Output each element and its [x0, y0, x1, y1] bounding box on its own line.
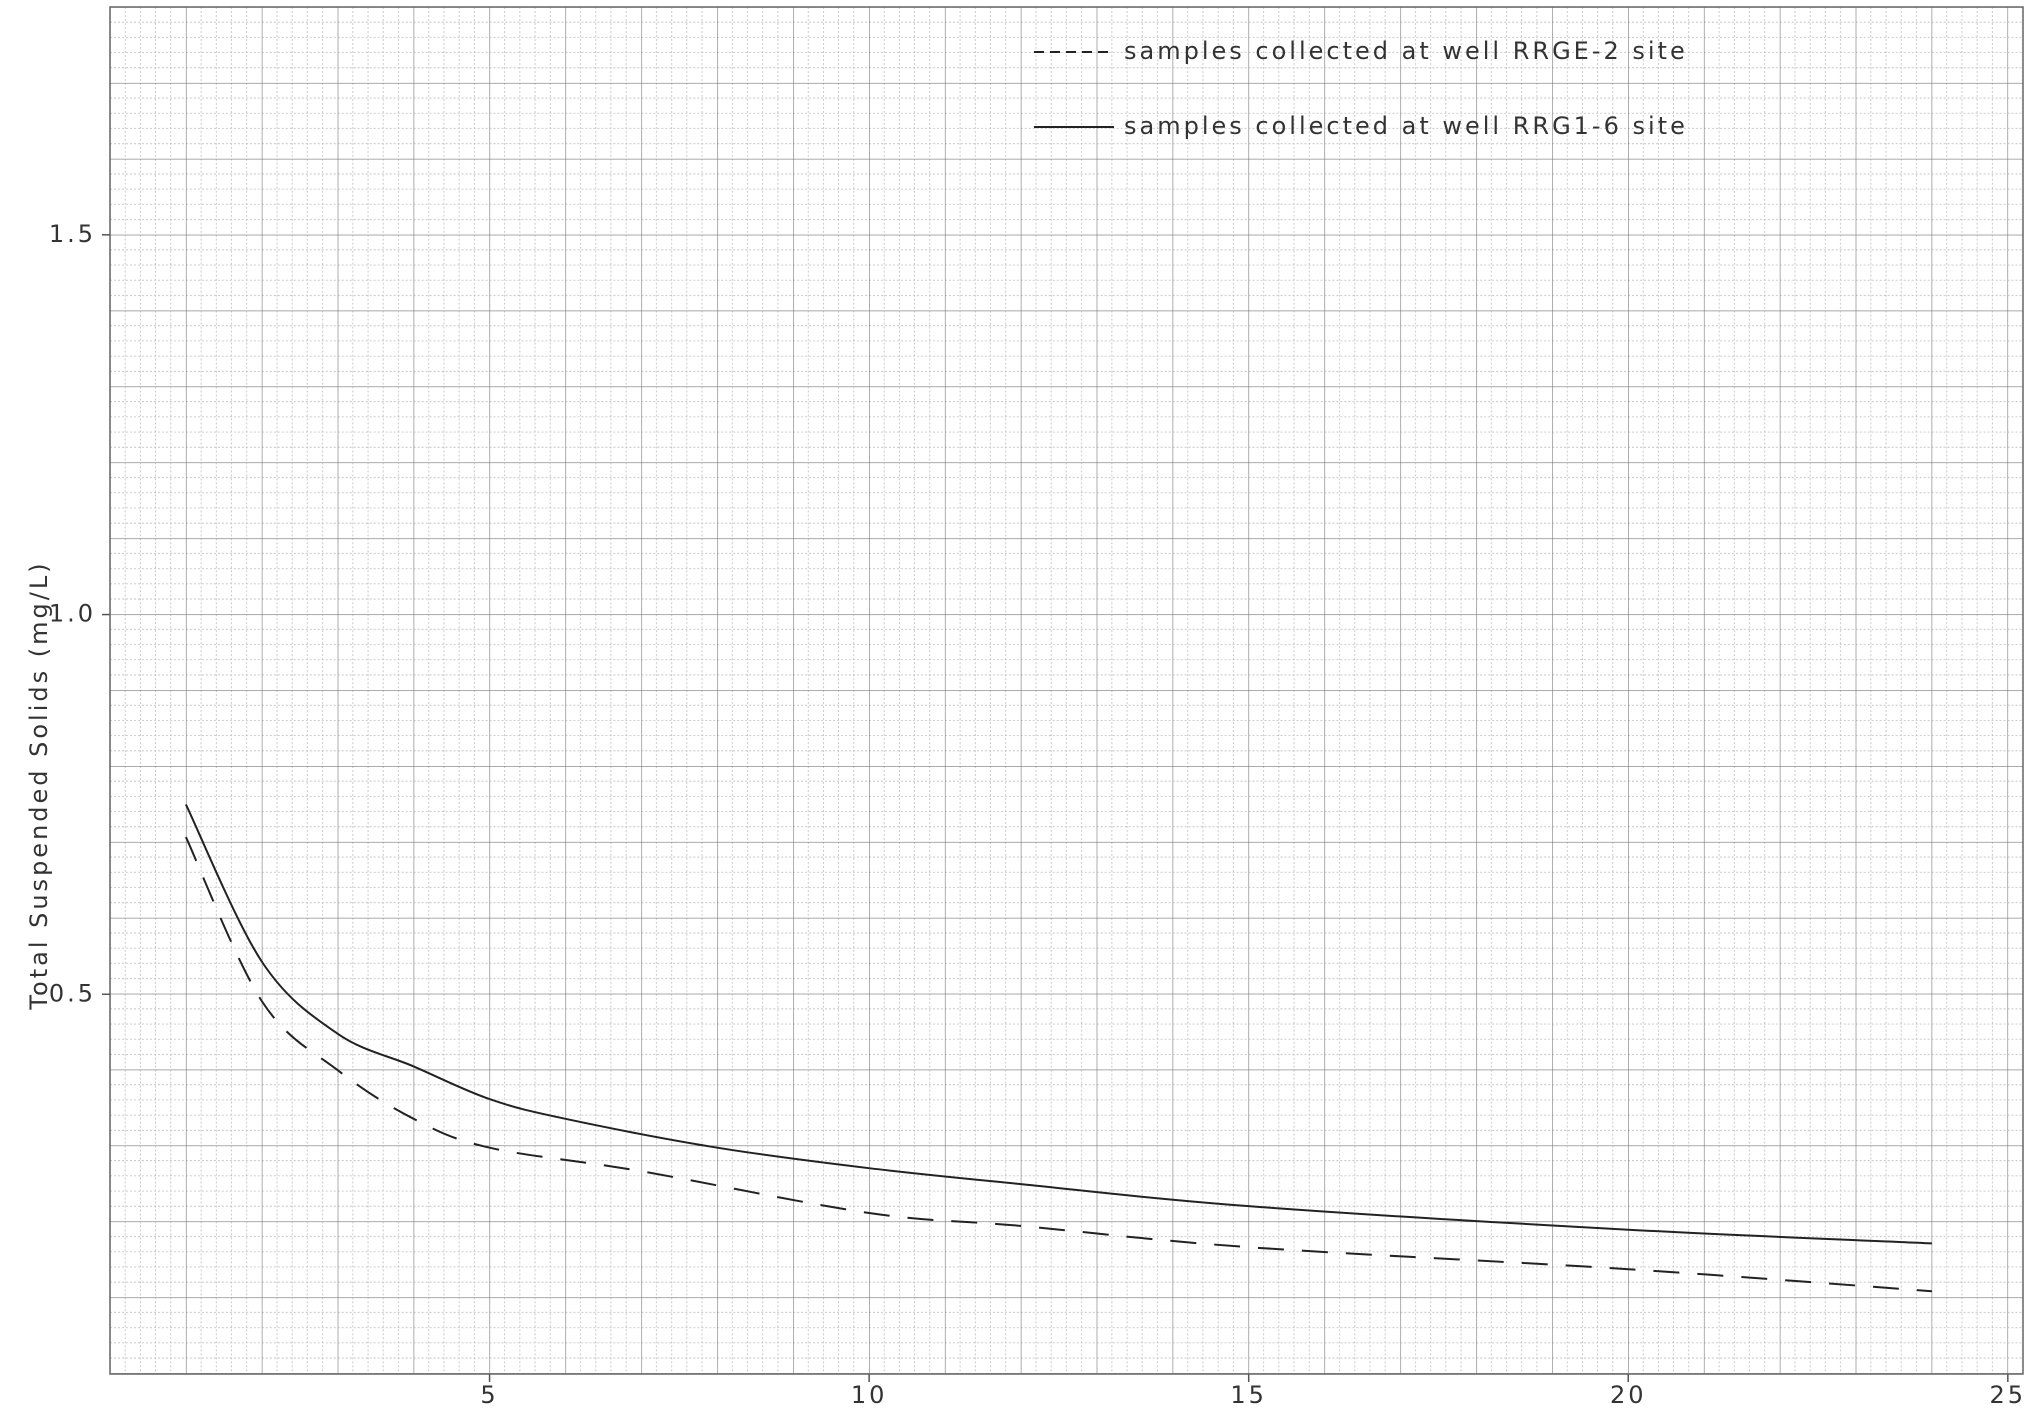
graph-paper: [109, 6, 2024, 1375]
legend-label: samples collected at well RRGE-2 site: [1124, 37, 1688, 65]
y-tick-label: 1.0: [49, 600, 96, 628]
data-line: [185, 836, 1932, 1293]
y-axis-label: Total Suspended Solids (mg/L): [25, 560, 53, 1010]
x-tick-label: 15: [1230, 1381, 1267, 1409]
data-line: [185, 803, 1932, 1245]
x-tick-label: 20: [1610, 1381, 1647, 1409]
y-tick-label: 1.5: [49, 220, 96, 248]
x-tick-label: 5: [480, 1381, 498, 1409]
x-tick-label: 25: [1990, 1381, 2027, 1409]
y-tick-label: 0.5: [49, 979, 96, 1007]
legend-label: samples collected at well RRG1-6 site: [1124, 112, 1688, 140]
x-tick-label: 10: [851, 1381, 888, 1409]
